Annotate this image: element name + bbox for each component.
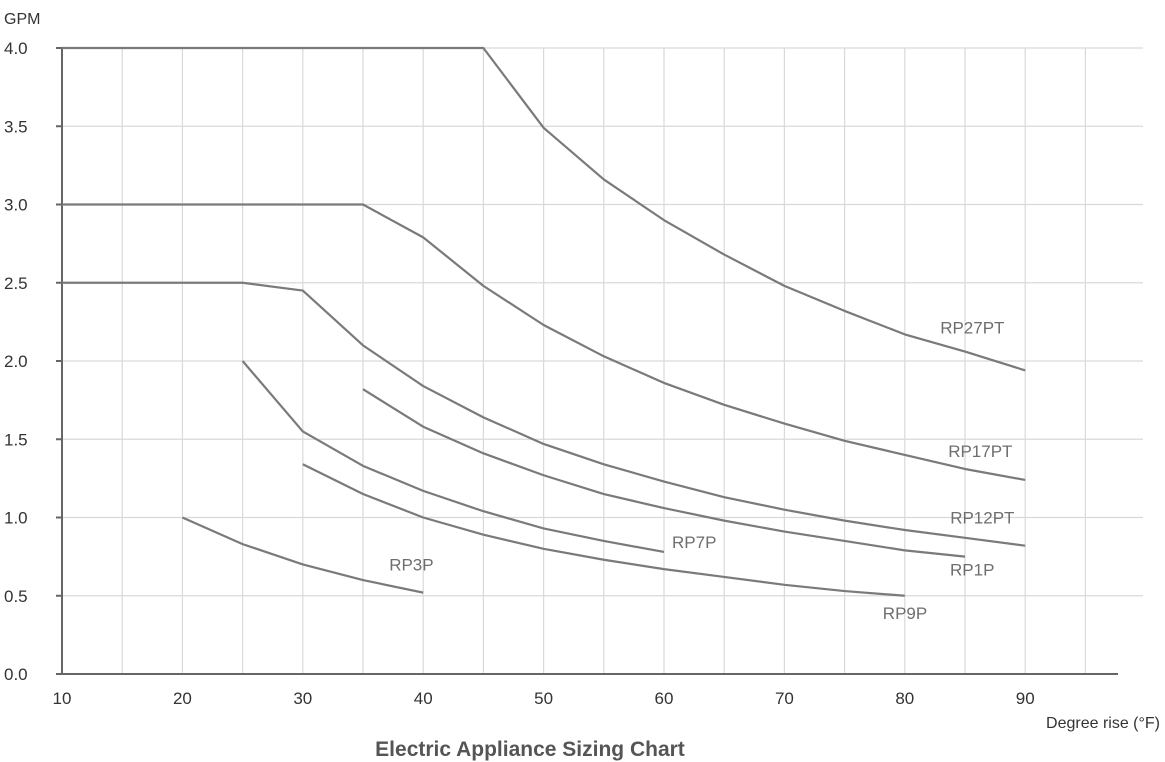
y-axis-title: GPM: [4, 11, 40, 28]
y-tick-label: 1.0: [4, 509, 28, 528]
series-label-rp9p: RP9P: [883, 604, 927, 623]
x-tick-label: 90: [1016, 689, 1035, 708]
y-tick-label: 2.0: [4, 352, 28, 371]
series-label-rp27pt: RP27PT: [940, 318, 1004, 337]
x-tick-label: 10: [53, 689, 72, 708]
x-axis-title: Degree rise (°F): [1046, 715, 1160, 732]
series-label-rp7p: RP7P: [672, 533, 716, 552]
series-label-rp1p: RP1P: [950, 561, 994, 580]
x-tick-label: 60: [655, 689, 674, 708]
y-tick-label: 0.0: [4, 665, 28, 684]
x-tick-label: 80: [895, 689, 914, 708]
series-line-rp7p: [243, 361, 664, 552]
chart-title: Electric Appliance Sizing Chart: [375, 738, 685, 761]
y-tick-label: 1.5: [4, 430, 28, 449]
y-tick-label: 0.5: [4, 587, 28, 606]
y-tick-label: 4.0: [4, 39, 28, 58]
y-tick-label: 2.5: [4, 274, 28, 293]
grid: [62, 48, 1143, 674]
x-tick-label: 50: [534, 689, 553, 708]
series-label-rp3p: RP3P: [389, 556, 433, 575]
x-tick-label: 20: [173, 689, 192, 708]
x-tick-label: 30: [293, 689, 312, 708]
series-label-rp12pt: RP12PT: [950, 509, 1014, 528]
series-label-rp17pt: RP17PT: [948, 442, 1012, 461]
y-tick-label: 3.0: [4, 196, 28, 215]
y-tick-label: 3.5: [4, 117, 28, 136]
x-tick-label: 40: [414, 689, 433, 708]
tick-labels: 0.0 0.5 1.0 1.5 2.0 2.5 3.0 3.5 4.0 10 20 30 40 50 60 7…: [4, 39, 1035, 708]
x-tick-label: 70: [775, 689, 794, 708]
